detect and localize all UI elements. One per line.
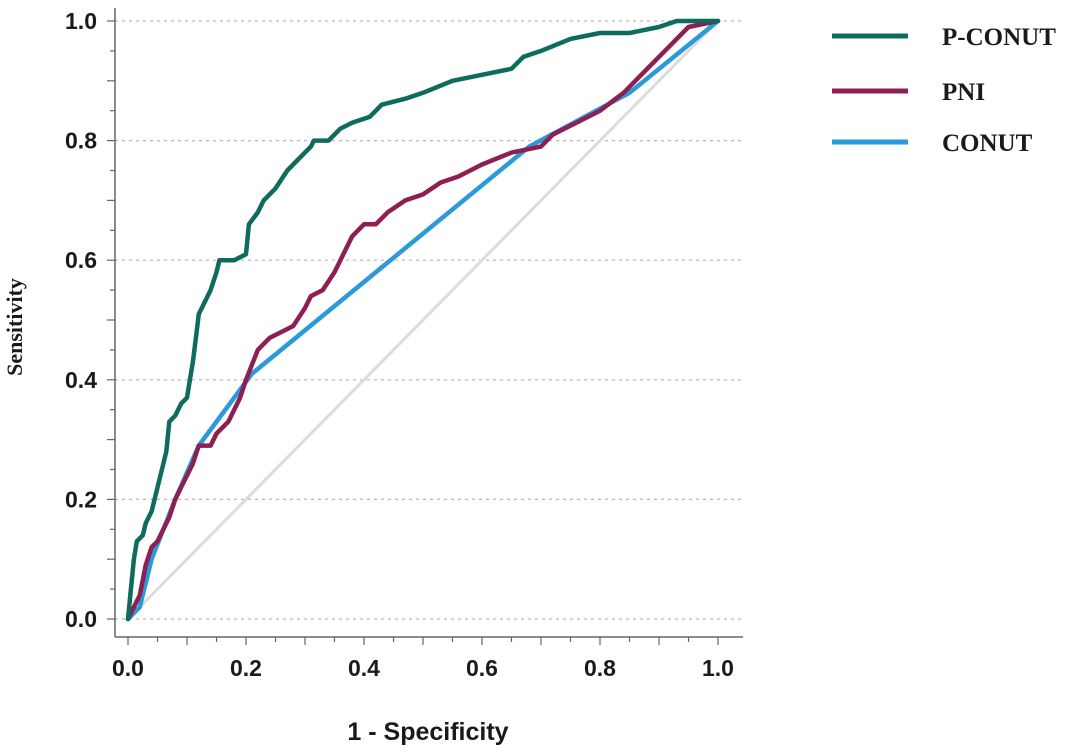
series-line-pni bbox=[125, 18, 721, 622]
reference-diagonal-line bbox=[126, 19, 720, 621]
x-tick-label: 0.2 bbox=[230, 655, 262, 681]
y-tick-labels: 0.0 0.2 0.4 0.6 0.8 1.0 bbox=[65, 8, 97, 632]
axis-ticks bbox=[107, 20, 719, 645]
x-tick-label: 0.8 bbox=[584, 655, 616, 681]
legend-label-conut: CONUT bbox=[942, 130, 1033, 157]
x-tick-label: 0.0 bbox=[112, 655, 144, 681]
y-tick-label: 1.0 bbox=[65, 8, 97, 34]
x-tick-labels: 0.0 0.2 0.4 0.6 0.8 1.0 bbox=[112, 655, 734, 681]
y-tick-label: 0.4 bbox=[65, 367, 97, 393]
y-axis-title: Sensitivity bbox=[2, 278, 27, 376]
x-axis-title: 1 - Specificity bbox=[347, 718, 508, 746]
x-tick-label: 1.0 bbox=[702, 655, 734, 681]
series-lines bbox=[125, 18, 721, 622]
y-tick-label: 0.6 bbox=[65, 247, 97, 273]
legend-label-p-conut: P-CONUT bbox=[942, 24, 1056, 51]
x-tick-label: 0.4 bbox=[348, 655, 380, 681]
legend: P-CONUT PNI CONUT bbox=[832, 24, 1056, 157]
y-tick-label: 0.8 bbox=[65, 128, 97, 154]
grid-lines bbox=[115, 20, 743, 620]
legend-label-pni: PNI bbox=[942, 79, 985, 106]
y-tick-label: 0.0 bbox=[65, 606, 97, 632]
x-tick-label: 0.6 bbox=[466, 655, 498, 681]
y-tick-label: 0.2 bbox=[65, 486, 97, 512]
series-line-p-conut bbox=[125, 18, 721, 622]
